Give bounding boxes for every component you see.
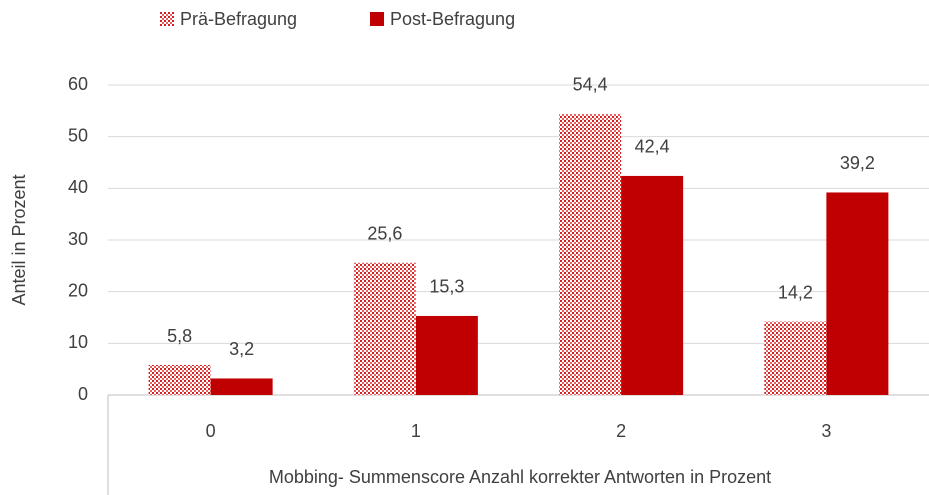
bar (559, 113, 622, 395)
y-tick-label: 50 (68, 125, 88, 145)
bar (621, 175, 684, 395)
bar (210, 378, 273, 395)
bar (826, 192, 889, 395)
legend-label: Post-Befragung (390, 9, 515, 29)
value-label: 15,3 (429, 277, 464, 297)
y-tick-label: 30 (68, 229, 88, 249)
legend-label: Prä-Befragung (180, 9, 297, 29)
bar (764, 321, 827, 395)
x-tick-label: 1 (411, 421, 421, 441)
value-label: 3,2 (229, 339, 254, 359)
x-tick-label: 2 (616, 421, 626, 441)
legend-swatch (160, 12, 174, 26)
y-tick-label: 20 (68, 280, 88, 300)
bar (353, 262, 416, 395)
bar (148, 365, 211, 395)
value-label: 14,2 (778, 282, 813, 302)
y-axis-title: Anteil in Prozent (9, 174, 29, 305)
legend-swatch (370, 12, 384, 26)
bar (415, 315, 478, 395)
x-tick-label: 0 (206, 421, 216, 441)
x-axis-title: Mobbing- Summenscore Anzahl korrekter An… (269, 467, 771, 487)
value-label: 39,2 (840, 153, 875, 173)
y-tick-label: 10 (68, 332, 88, 352)
y-tick-label: 60 (68, 74, 88, 94)
x-tick-label: 3 (821, 421, 831, 441)
value-label: 42,4 (635, 137, 670, 157)
value-label: 25,6 (367, 223, 402, 243)
value-label: 5,8 (167, 326, 192, 346)
y-tick-label: 40 (68, 177, 88, 197)
y-tick-label: 0 (78, 384, 88, 404)
value-label: 54,4 (573, 75, 608, 95)
